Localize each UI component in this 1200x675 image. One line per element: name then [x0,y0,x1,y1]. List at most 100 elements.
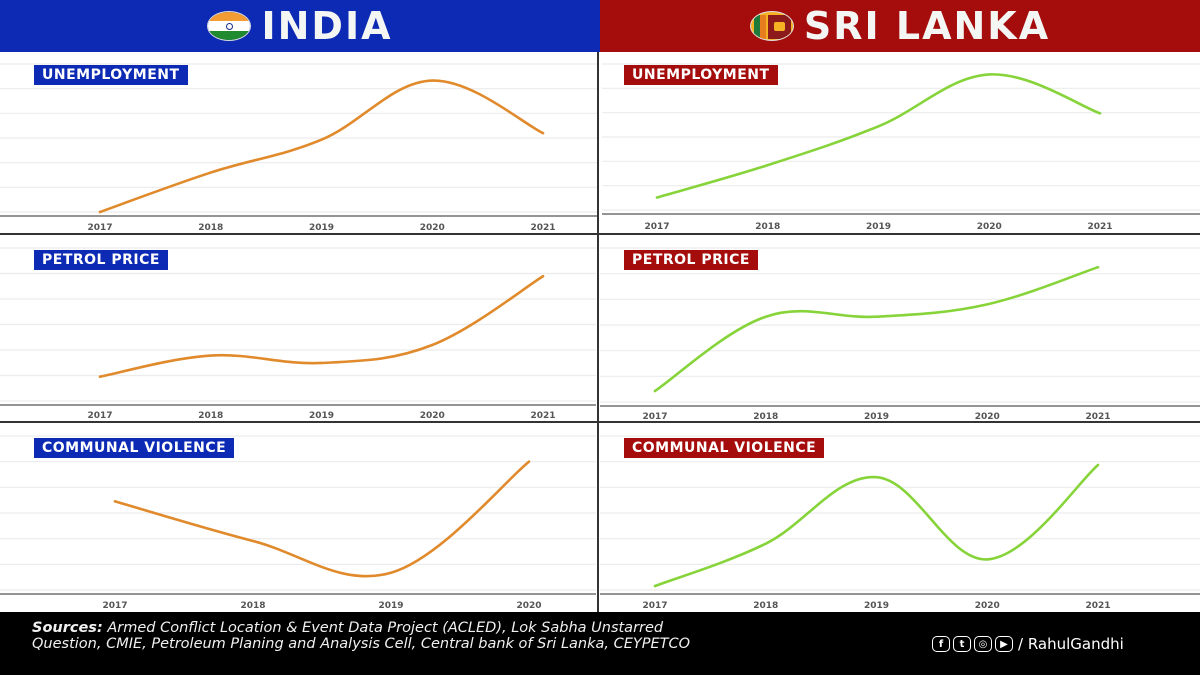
india-flag-icon [207,11,252,41]
data-point [541,275,545,278]
data-point [98,210,102,214]
data-point [986,558,989,561]
x-tick-label: 2017 [642,412,667,422]
data-point [875,475,878,479]
chart-svg: 2017 2018 2019 2020 [0,435,596,611]
x-tick-label: 2017 [87,411,112,421]
lanka-unemployment-chart: 2017 2018 2019 2020 2021 UNEMPLOYMENT [602,52,1200,234]
data-point [764,315,767,318]
series-line [653,463,1100,588]
data-point [1096,463,1100,467]
series-line [653,265,1100,393]
x-tick-label: 2019 [309,411,334,421]
youtube-icon[interactable]: ▶ [995,636,1013,652]
data-point [320,138,323,141]
x-tick-label: 2017 [87,223,112,233]
series-line [98,274,545,379]
twitter-icon[interactable]: t [953,636,971,652]
social-links: f t ◎ ▶ / RahulGandhi [932,635,1124,653]
data-point [209,354,212,357]
x-tick-label: 2017 [102,601,127,611]
sources-label: Sources: [32,620,103,636]
data-point [653,584,657,588]
x-tick-label: 2021 [530,411,555,421]
sources-list: Armed Conflict Location & Event Data Pro… [32,620,691,652]
india-header: INDIA [0,0,600,52]
series-line [655,73,1102,199]
x-tick-label: 2018 [753,412,778,422]
social-handle[interactable]: / RahulGandhi [1018,635,1124,653]
data-point [653,389,657,393]
x-tick-label: 2017 [644,222,669,232]
chart-svg: 2017 2018 2019 2020 2021 [0,247,596,421]
x-tick-label: 2019 [309,223,334,233]
data-point [766,163,769,167]
x-tick-label: 2017 [642,601,667,611]
chart-title-badge: PETROL PRICE [34,250,168,270]
data-point [431,79,434,82]
data-point [875,315,878,318]
chart-title-badge: UNEMPLOYMENT [34,65,188,85]
india-violence-chart: 2017 2018 2019 2020 COMMUNAL VIOLENCE [0,424,596,612]
chart-title-badge: PETROL PRICE [624,250,758,270]
x-tick-label: 2021 [1087,222,1112,232]
data-point [541,131,545,135]
x-tick-label: 2020 [977,222,1002,232]
instagram-icon[interactable]: ◎ [974,636,992,652]
x-tick-label: 2021 [530,223,555,233]
x-tick-label: 2021 [1085,412,1110,422]
chart-svg: 2017 2018 2019 2020 2021 [0,63,598,233]
x-tick-label: 2020 [420,411,445,421]
data-point [1096,265,1100,269]
india-unemployment-chart: 2017 2018 2019 2020 2021 UNEMPLOYMENT [0,52,598,234]
data-point [986,303,989,306]
x-tick-label: 2019 [866,222,891,232]
data-point [431,343,434,347]
data-point [251,539,255,543]
data-point [655,196,659,199]
sri-lanka-title: SRI LANKA [803,4,1051,48]
sources-text: Sources: Armed Conflict Location & Event… [32,620,712,652]
series-line [98,79,545,214]
data-point [877,125,880,128]
x-tick-label: 2018 [240,601,265,611]
data-point [527,460,531,463]
data-point [320,361,323,365]
data-point [389,571,393,574]
data-point [209,171,212,174]
data-point [113,500,117,503]
data-point [98,375,102,378]
x-tick-label: 2020 [975,601,1000,611]
x-tick-label: 2019 [378,601,403,611]
row-divider [0,233,1200,235]
chart-title-badge: COMMUNAL VIOLENCE [34,438,235,458]
x-tick-label: 2018 [198,411,223,421]
column-divider [597,52,599,612]
data-point [1098,112,1102,115]
series-line [113,460,531,578]
x-tick-label: 2019 [864,601,889,611]
chart-title-badge: COMMUNAL VIOLENCE [624,438,825,458]
x-tick-label: 2018 [198,223,223,233]
footer: Sources: Armed Conflict Location & Event… [0,612,1200,675]
x-tick-label: 2018 [753,601,778,611]
sri-lanka-header: SRI LANKA [600,0,1200,52]
x-tick-label: 2020 [975,412,1000,422]
lanka-petrol-chart: 2017 2018 2019 2020 2021 PETROL PRICE [600,236,1200,422]
lanka-violence-chart: 2017 2018 2019 2020 2021 COMMUNAL VIOLENCE [600,424,1200,612]
chart-svg: 2017 2018 2019 2020 2021 [600,247,1200,422]
chart-title-badge: UNEMPLOYMENT [624,65,778,85]
facebook-icon[interactable]: f [932,636,950,652]
data-point [764,542,767,545]
x-tick-label: 2020 [420,223,445,233]
x-tick-label: 2021 [1085,601,1110,611]
x-tick-label: 2019 [864,412,889,422]
chart-svg: 2017 2018 2019 2020 2021 [602,63,1200,232]
india-title: INDIA [261,4,393,48]
data-point [988,73,991,76]
x-tick-label: 2018 [755,222,780,232]
india-petrol-chart: 2017 2018 2019 2020 2021 PETROL PRICE [0,236,596,422]
x-tick-label: 2020 [516,601,541,611]
row-divider [0,421,1200,423]
chart-svg: 2017 2018 2019 2020 2021 [600,435,1200,611]
